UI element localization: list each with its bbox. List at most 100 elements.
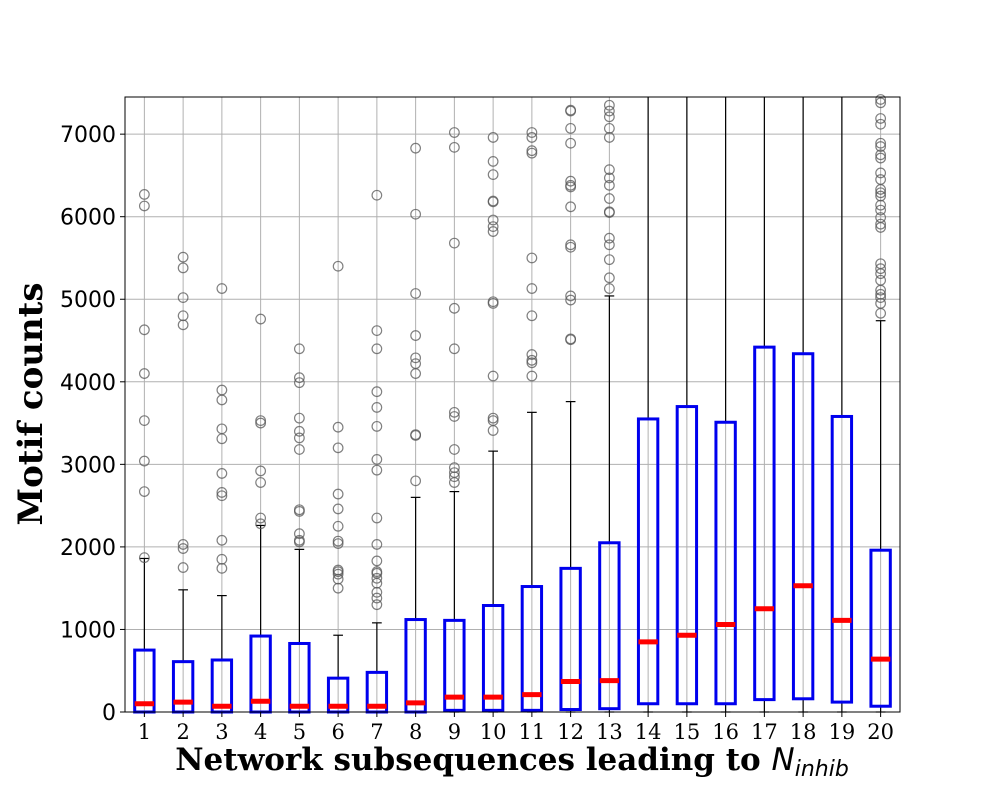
box-18: [791, 97, 815, 713]
outlier-point: [603, 272, 615, 284]
outlier-point: [410, 358, 422, 370]
x-tick-label: 10: [480, 720, 507, 744]
outlier-point: [603, 105, 615, 117]
outlier-point: [565, 290, 577, 302]
outlier-point: [875, 187, 887, 199]
outlier-point: [875, 149, 887, 161]
outlier-point: [332, 260, 344, 272]
outlier-point: [255, 465, 267, 477]
outlier-point: [138, 368, 150, 379]
outlier-point: [177, 310, 189, 322]
outlier-point: [603, 99, 615, 111]
outlier-point: [526, 370, 538, 382]
outlier-point: [293, 343, 305, 355]
outlier-point: [371, 555, 383, 567]
outlier-point: [332, 568, 344, 580]
box-body: [753, 345, 776, 702]
outlier-point: [448, 237, 460, 249]
box-body: [869, 548, 892, 708]
outlier-point: [293, 528, 305, 540]
outlier-point: [138, 189, 150, 200]
outlier-point: [371, 512, 383, 524]
outlier-point: [875, 174, 887, 185]
outlier-point: [603, 164, 615, 176]
outlier-point: [875, 141, 887, 152]
outlier-point: [332, 488, 344, 500]
outlier-point: [487, 415, 499, 426]
outlier-point: [138, 200, 150, 212]
x-tick-label: 15: [674, 720, 701, 744]
outlier-point: [565, 239, 577, 251]
x-tick-label: 2: [176, 720, 189, 744]
outlier-point: [565, 104, 577, 116]
outlier-point: [487, 169, 499, 180]
outlier-point: [565, 333, 577, 345]
box-body: [481, 604, 505, 712]
outlier-point: [371, 420, 383, 432]
outlier-point: [875, 97, 887, 109]
outlier-point: [487, 132, 499, 143]
outlier-point: [332, 442, 344, 454]
outlier-point: [216, 283, 228, 294]
outlier-point: [371, 189, 383, 201]
outlier-point: [603, 254, 615, 266]
outlier-point: [371, 599, 383, 611]
outlier-point: [332, 520, 344, 532]
x-tick-label: 16: [712, 720, 739, 744]
outlier-point: [371, 325, 383, 337]
outlier-point: [526, 310, 538, 322]
outlier-point: [255, 512, 267, 524]
box-body: [714, 420, 737, 706]
box-5: [288, 343, 311, 714]
outlier-point: [526, 354, 538, 366]
outlier-point: [177, 539, 189, 550]
outlier-point: [410, 142, 422, 154]
outlier-point: [448, 141, 460, 153]
outlier-point: [875, 137, 887, 149]
outlier-point: [875, 94, 887, 105]
x-axis-title: Network subsequences leading to Ninhib: [175, 742, 849, 782]
outlier-point: [293, 432, 305, 444]
box-body: [559, 566, 582, 712]
outlier-point: [875, 218, 887, 230]
box-11: [520, 127, 544, 713]
box-body: [830, 414, 854, 704]
outlier-point: [565, 175, 577, 187]
outlier-point: [371, 572, 383, 584]
outlier-point: [448, 411, 460, 422]
outlier-point: [526, 252, 538, 264]
box-10: [481, 132, 505, 713]
grid-lines: [125, 97, 900, 713]
outlier-point: [410, 352, 422, 364]
outlier-point: [487, 195, 499, 207]
outlier-point: [875, 152, 887, 164]
outlier-point: [603, 172, 615, 184]
x-tick-label: 13: [596, 720, 623, 744]
box-15: [675, 97, 699, 713]
x-tick-label: 17: [751, 720, 778, 744]
outlier-point: [565, 294, 577, 306]
outlier-point: [216, 423, 228, 435]
outlier-point: [293, 425, 305, 437]
box-6: [326, 260, 350, 714]
outlier-point: [255, 518, 267, 530]
x-tick-label: 12: [557, 720, 584, 744]
outlier-point: [371, 386, 383, 398]
outlier-point: [526, 132, 538, 143]
outlier-point: [875, 212, 887, 223]
x-tick-label: 6: [331, 720, 344, 744]
outlier-point: [448, 343, 460, 355]
outlier-point: [875, 274, 887, 286]
outlier-point: [216, 384, 228, 396]
outlier-point: [371, 539, 383, 550]
y-tick-label: 0: [102, 701, 116, 726]
outlier-point: [293, 377, 305, 389]
outlier-point: [177, 562, 189, 573]
outlier-point: [177, 292, 189, 303]
outlier-point: [448, 302, 460, 314]
outlier-point: [255, 477, 267, 488]
outlier-point: [448, 467, 460, 479]
outlier-point: [410, 288, 422, 299]
outlier-point: [603, 122, 615, 134]
